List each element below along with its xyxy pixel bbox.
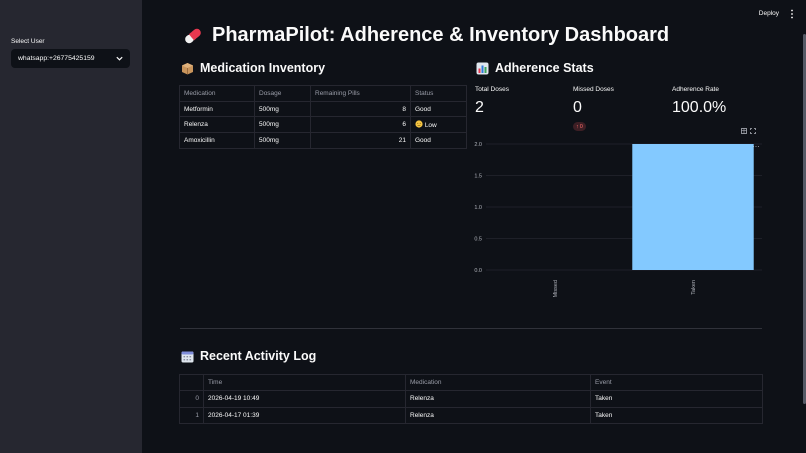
table-row[interactable]: 1 2026-04-17 01:39 Relenza Taken bbox=[179, 406, 763, 424]
user-select[interactable]: whatsapp:+26775425159 bbox=[11, 49, 130, 68]
table-row[interactable]: 0 2026-04-19 10:49 Relenza Taken bbox=[179, 390, 763, 408]
delta-value: 0 bbox=[579, 123, 583, 130]
pill-icon bbox=[185, 28, 201, 43]
inventory-header-row: Medication Dosage Remaining Pills Status bbox=[179, 85, 467, 102]
table-view-icon[interactable] bbox=[741, 128, 747, 134]
package-icon bbox=[182, 62, 193, 74]
metric-missed-doses: Missed Doses 0 bbox=[573, 86, 614, 117]
cell-dosage: 500mg bbox=[254, 100, 311, 118]
metric-total-doses: Total Doses 2 bbox=[475, 86, 509, 117]
cell-medication: Amoxicillin bbox=[179, 132, 255, 149]
user-select-value: whatsapp:+26775425159 bbox=[18, 55, 95, 62]
deploy-button[interactable]: Deploy bbox=[758, 10, 779, 17]
calendar-icon bbox=[181, 351, 194, 362]
y-tick-label: 0.5 bbox=[474, 237, 482, 243]
inventory-table: Medication Dosage Remaining Pills Status… bbox=[179, 85, 467, 149]
col-dosage[interactable]: Dosage bbox=[254, 85, 311, 102]
activity-log-heading: Recent Activity Log bbox=[181, 349, 316, 363]
adherence-bar-chart: 0.0 0.5 1.0 1.5 2.0 Missed Taken ⋯ bbox=[474, 142, 762, 297]
metric-value: 0 bbox=[573, 99, 582, 116]
cell-dosage: 500mg bbox=[254, 116, 311, 134]
metric-label: Total Doses bbox=[475, 86, 509, 93]
table-row[interactable]: Relenza 500mg 6 Low bbox=[179, 116, 467, 134]
table-row[interactable]: Amoxicillin 500mg 21 Good bbox=[179, 132, 467, 149]
stats-heading: Adherence Stats bbox=[476, 61, 594, 75]
inventory-heading-text: Medication Inventory bbox=[200, 61, 326, 75]
metric-value: 2 bbox=[475, 99, 484, 116]
fullscreen-icon[interactable] bbox=[750, 128, 756, 134]
arrow-up-icon: ↑ bbox=[576, 123, 579, 130]
cell-medication: Relenza bbox=[179, 116, 255, 134]
cell-medication: Relenza bbox=[405, 406, 591, 424]
bar-taken bbox=[632, 144, 754, 270]
bar-chart-icon bbox=[476, 62, 489, 74]
page-title: PharmaPilot: Adherence & Inventory Dashb… bbox=[182, 24, 669, 47]
chart-menu-icon: ⋯ bbox=[753, 144, 760, 151]
cell-remaining: 8 bbox=[310, 100, 411, 118]
metric-label: Adherence Rate bbox=[672, 86, 719, 93]
chevron-down-icon bbox=[116, 56, 123, 61]
cell-status: Good bbox=[410, 132, 467, 149]
cell-medication: Metformin bbox=[179, 100, 255, 118]
warning-face-icon bbox=[415, 120, 423, 128]
x-tick-label: Taken bbox=[691, 280, 697, 295]
y-tick-label: 0.0 bbox=[474, 268, 482, 274]
cell-event: Taken bbox=[590, 406, 763, 424]
sidebar: Select User whatsapp:+26775425159 bbox=[0, 0, 142, 453]
activity-log-heading-text: Recent Activity Log bbox=[200, 349, 317, 363]
col-time[interactable]: Time bbox=[203, 373, 406, 392]
col-event[interactable]: Event bbox=[590, 373, 763, 392]
cell-index: 1 bbox=[179, 406, 204, 424]
y-tick-label: 1.5 bbox=[474, 174, 482, 180]
metric-value: 100.0% bbox=[672, 99, 727, 116]
table-row[interactable]: Metformin 500mg 8 Good bbox=[179, 100, 467, 118]
metric-label: Missed Doses bbox=[573, 86, 614, 93]
cell-remaining: 6 bbox=[310, 116, 411, 134]
col-index bbox=[179, 373, 204, 392]
chart-toolbar bbox=[741, 128, 756, 134]
select-user-label: Select User bbox=[11, 38, 45, 45]
activity-log-table: Time Medication Event 0 2026-04-19 10:49… bbox=[179, 373, 763, 424]
cell-time: 2026-04-17 01:39 bbox=[203, 406, 406, 424]
inventory-heading: Medication Inventory bbox=[181, 61, 325, 75]
stats-heading-text: Adherence Stats bbox=[495, 61, 594, 75]
metric-adherence-rate: Adherence Rate 100.0% bbox=[672, 86, 726, 117]
col-status[interactable]: Status bbox=[410, 85, 467, 102]
page-title-text: PharmaPilot: Adherence & Inventory Dashb… bbox=[212, 24, 670, 46]
main-menu-icon[interactable] bbox=[789, 9, 795, 19]
cell-medication: Relenza bbox=[405, 390, 591, 408]
cell-status: Low bbox=[410, 116, 467, 134]
col-remaining-pills[interactable]: Remaining Pills bbox=[310, 85, 411, 102]
missed-delta-badge: ↑ 0 bbox=[573, 122, 586, 131]
y-tick-label: 2.0 bbox=[474, 142, 482, 148]
cell-event: Taken bbox=[590, 390, 763, 408]
log-header-row: Time Medication Event bbox=[179, 373, 763, 392]
cell-time: 2026-04-19 10:49 bbox=[203, 390, 406, 408]
cell-status: Good bbox=[410, 100, 467, 118]
main-scrollbar[interactable] bbox=[803, 34, 806, 404]
cell-dosage: 500mg bbox=[254, 132, 311, 149]
status-text: Low bbox=[424, 122, 437, 130]
col-medication[interactable]: Medication bbox=[179, 85, 255, 102]
col-medication[interactable]: Medication bbox=[405, 373, 591, 392]
y-tick-label: 1.0 bbox=[474, 205, 482, 211]
x-tick-label: Missed bbox=[553, 280, 559, 297]
section-divider bbox=[180, 328, 762, 329]
top-toolbar: Deploy bbox=[142, 0, 806, 28]
cell-remaining: 21 bbox=[310, 132, 411, 149]
cell-index: 0 bbox=[179, 390, 204, 408]
